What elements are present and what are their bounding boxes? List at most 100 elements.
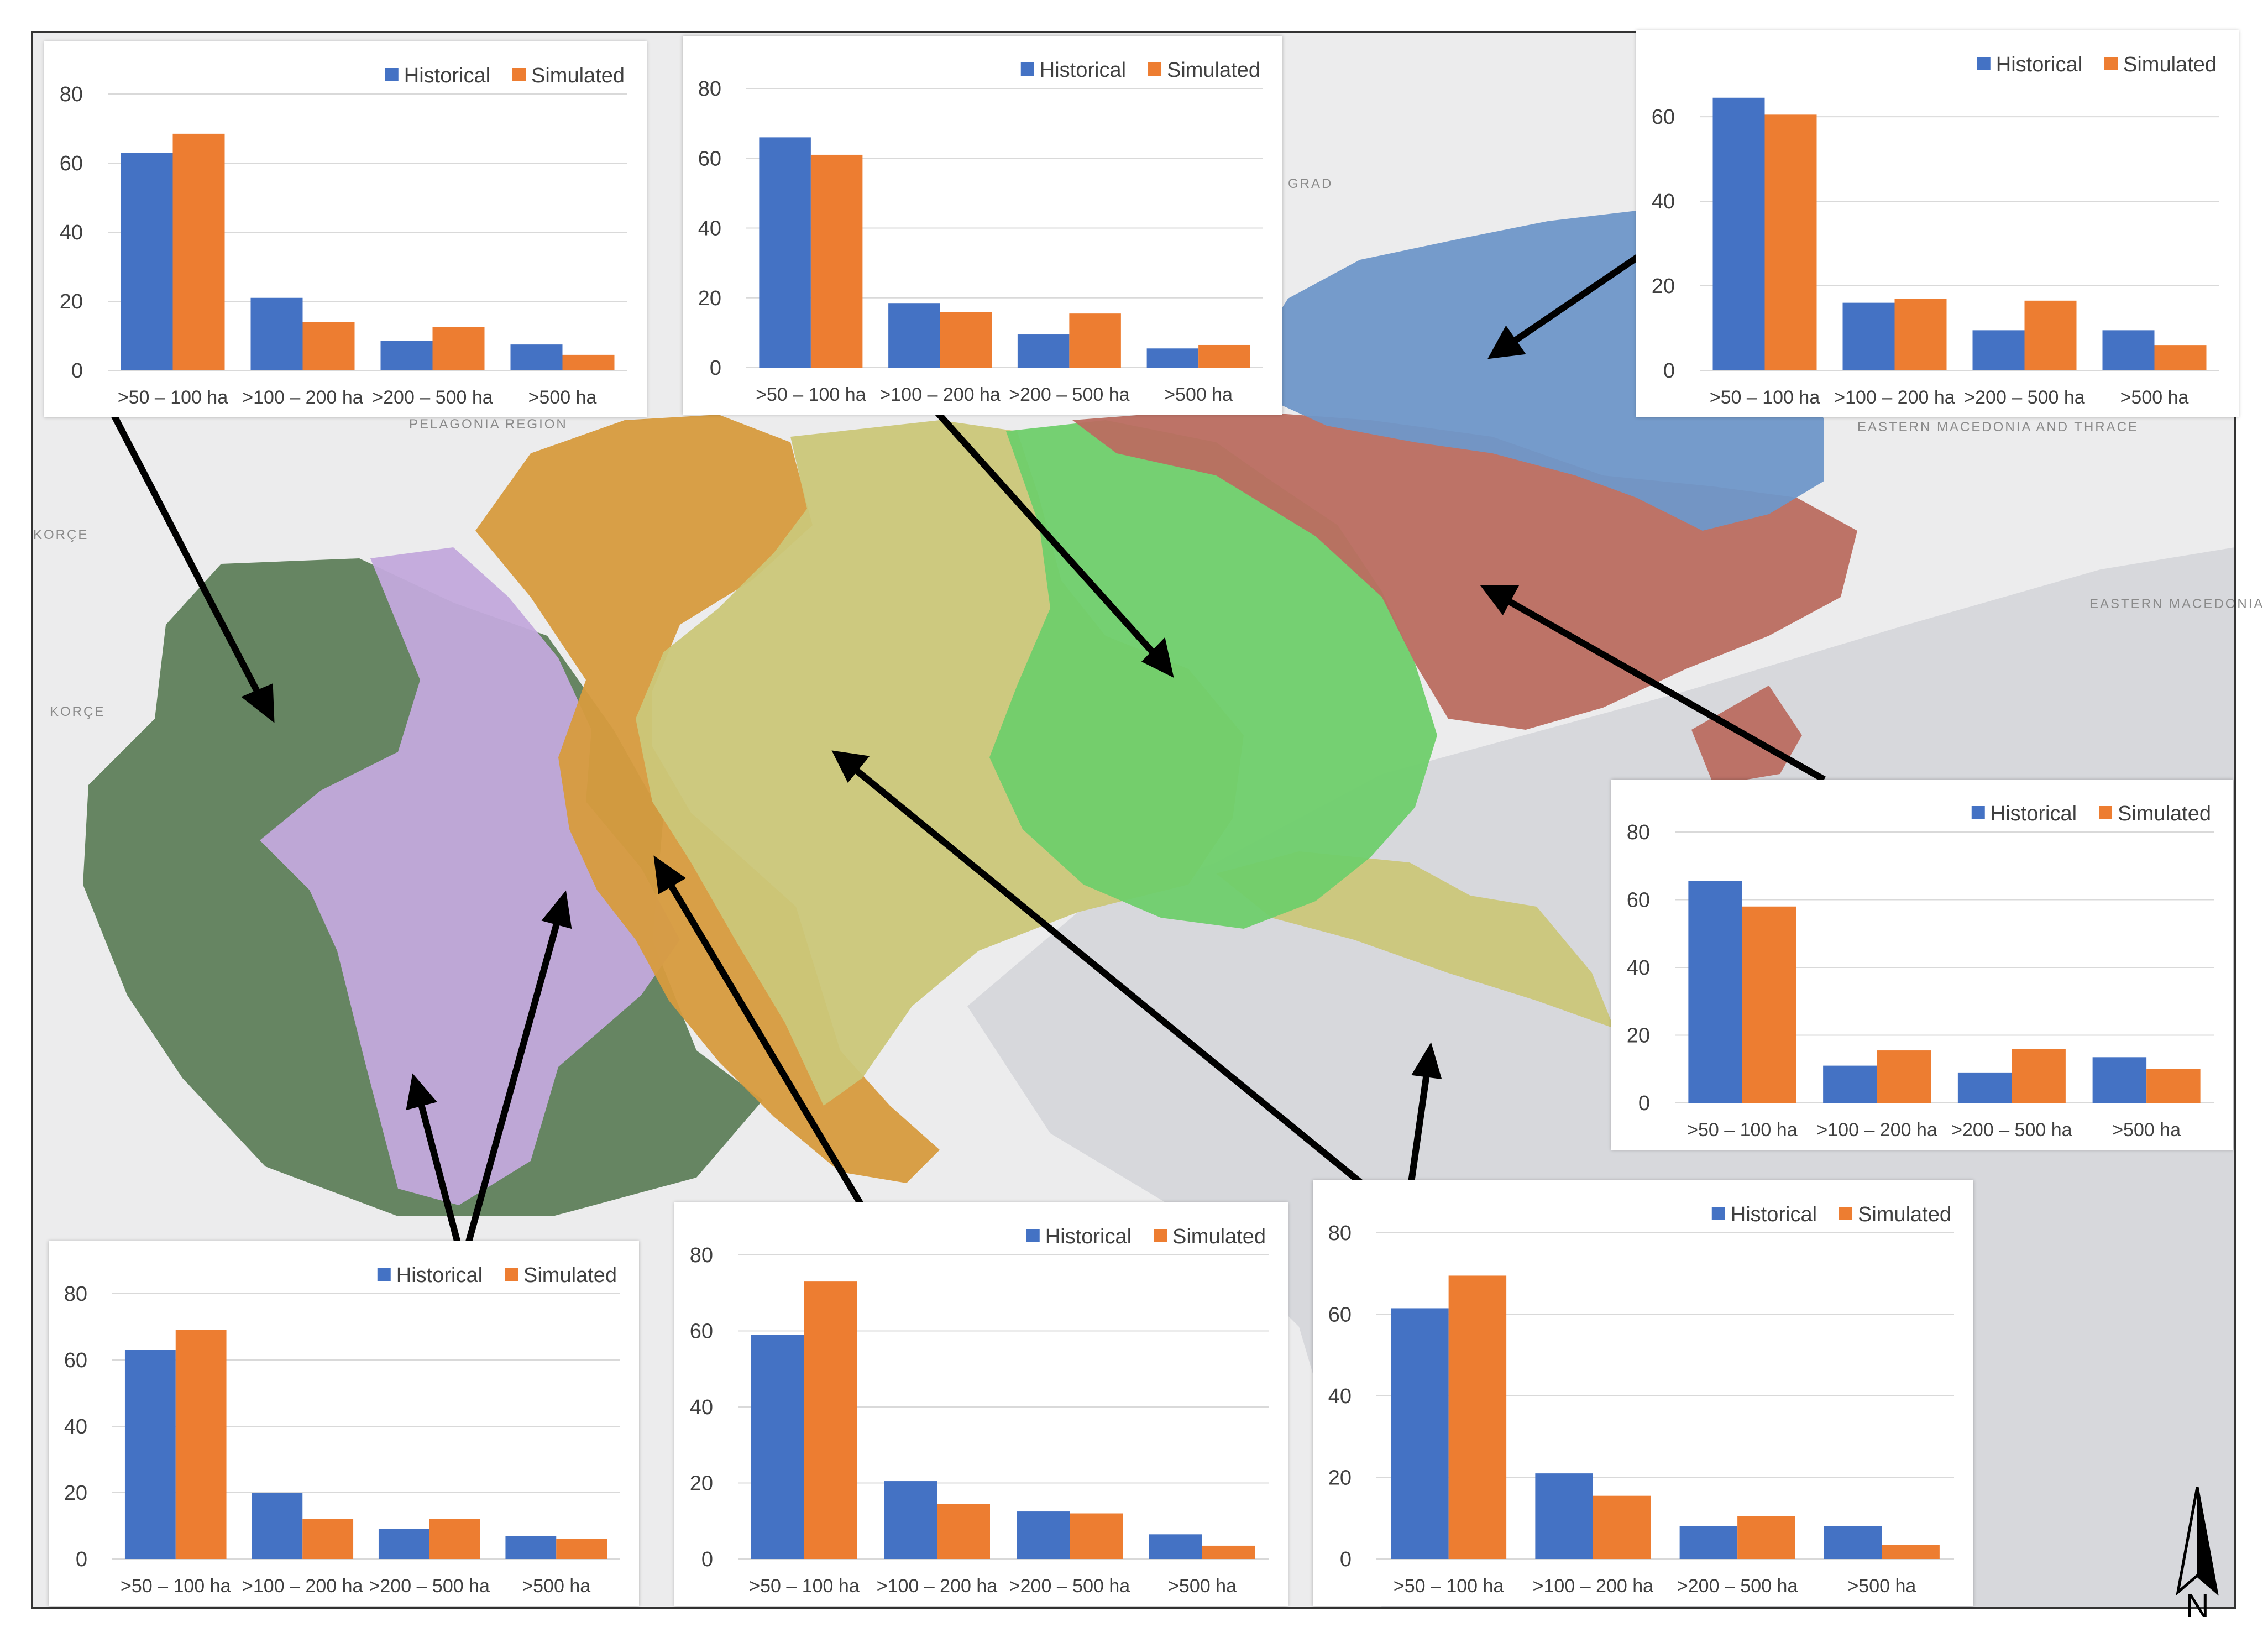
chart-panel-central-north: 0 20 40 60 80 >50 – 100 ha >100 – 200 ha >200 –… bbox=[683, 36, 1282, 415]
bar-historical bbox=[1824, 1526, 1882, 1559]
arrow-line bbox=[931, 406, 1158, 658]
y-tick-label: 40 bbox=[64, 1415, 87, 1438]
y-tick-label: 0 bbox=[71, 359, 83, 383]
x-tick-label: >50 – 100 ha bbox=[121, 1576, 231, 1597]
bar-historical bbox=[1017, 1511, 1070, 1559]
bar-historical bbox=[1972, 330, 2025, 370]
y-tick-label: 40 bbox=[1627, 956, 1650, 980]
chart-panel-southeast: 0 20 40 60 80 >50 – 100 ha >100 – 200 ha >200 –… bbox=[1313, 1180, 1973, 1606]
arrow-head bbox=[1480, 585, 1520, 616]
x-tick-label: >50 – 100 ha bbox=[1710, 387, 1820, 408]
bar-simulated bbox=[1894, 299, 1947, 370]
y-axis: 0 20 40 60 80 bbox=[64, 1283, 87, 1571]
x-tick-label: >100 – 200 ha bbox=[242, 387, 363, 408]
legend-swatch-historical bbox=[1711, 1207, 1725, 1220]
legend-label: Historical bbox=[1045, 1225, 1132, 1248]
bar-historical bbox=[2092, 1057, 2147, 1103]
y-tick-label: 0 bbox=[1638, 1092, 1650, 1115]
bar-historical bbox=[380, 341, 433, 370]
legend-label: Simulated bbox=[1167, 59, 1260, 82]
y-axis: 0 20 40 60 80 bbox=[1627, 821, 1650, 1115]
legend-swatch-simulated bbox=[1839, 1207, 1853, 1220]
legend-label: Historical bbox=[396, 1264, 483, 1287]
bar-simulated bbox=[175, 1330, 227, 1559]
arrow-line bbox=[461, 917, 562, 1259]
y-axis: 0 20 40 60 80 bbox=[60, 83, 83, 383]
x-tick-label: >50 – 100 ha bbox=[1394, 1576, 1504, 1597]
legend-swatch-simulated bbox=[1148, 62, 1162, 76]
bar-chart: 0 20 40 60 >50 – 100 ha >100 – 200 ha >200 – 5… bbox=[1652, 53, 2219, 408]
legend: Simulated Historical bbox=[377, 1264, 617, 1287]
legend: Simulated Historical bbox=[385, 64, 625, 87]
legend-swatch-simulated bbox=[512, 68, 526, 81]
x-axis: >50 – 100 ha >100 – 200 ha >200 – 500 ha >5… bbox=[1710, 387, 2189, 408]
legend-swatch-historical bbox=[377, 1268, 391, 1281]
x-tick-label: >50 – 100 ha bbox=[118, 387, 228, 408]
y-tick-label: 60 bbox=[60, 152, 83, 175]
bar-simulated bbox=[1198, 344, 1250, 368]
x-tick-label: >500 ha bbox=[2120, 387, 2189, 408]
y-tick-label: 20 bbox=[64, 1482, 87, 1505]
x-tick-label: >50 – 100 ha bbox=[749, 1576, 860, 1597]
legend-swatch-historical bbox=[1977, 57, 1991, 70]
y-tick-label: 40 bbox=[698, 217, 721, 240]
arrow-line bbox=[417, 1099, 465, 1259]
legend-label: Historical bbox=[404, 64, 490, 87]
y-tick-label: 80 bbox=[698, 77, 721, 101]
bar-historical bbox=[1823, 1065, 1877, 1103]
bar-historical bbox=[1535, 1473, 1593, 1559]
legend-label: Simulated bbox=[2118, 802, 2211, 825]
bar-chart: 0 20 40 60 80 >50 – 100 ha >100 – 200 ha >200 –… bbox=[698, 59, 1263, 405]
y-tick-label: 60 bbox=[1328, 1304, 1352, 1327]
x-tick-label: >50 – 100 ha bbox=[756, 384, 866, 405]
legend-label: Simulated bbox=[531, 64, 625, 87]
bar-simulated bbox=[1448, 1275, 1507, 1559]
north-label: N bbox=[2185, 1587, 2209, 1620]
y-tick-label: 20 bbox=[1652, 275, 1675, 298]
bar-historical bbox=[510, 344, 563, 370]
arrow-head bbox=[831, 750, 870, 783]
y-tick-label: 0 bbox=[710, 357, 721, 380]
bar-historical bbox=[759, 137, 811, 368]
bars bbox=[121, 133, 615, 370]
legend-swatch-historical bbox=[1026, 1229, 1040, 1242]
y-tick-label: 60 bbox=[64, 1349, 87, 1372]
zone-amber bbox=[475, 415, 940, 1183]
bars bbox=[1391, 1275, 1940, 1559]
bars bbox=[1712, 97, 2207, 370]
y-tick-label: 60 bbox=[690, 1320, 713, 1343]
bar-historical bbox=[751, 1335, 804, 1559]
legend-label: Historical bbox=[1040, 59, 1126, 82]
legend-swatch-historical bbox=[385, 68, 399, 81]
arrow-line bbox=[1505, 597, 1826, 783]
arrow-line bbox=[852, 766, 1401, 1216]
x-tick-label: >200 – 500 ha bbox=[1951, 1119, 2072, 1141]
legend: Simulated Historical bbox=[1026, 1225, 1266, 1248]
bar-historical bbox=[1149, 1534, 1202, 1559]
y-tick-label: 40 bbox=[1328, 1385, 1352, 1408]
legend: Simulated Historical bbox=[1977, 53, 2217, 76]
y-tick-label: 60 bbox=[698, 147, 721, 170]
bar-simulated bbox=[2024, 300, 2077, 370]
x-tick-label: >500 ha bbox=[528, 387, 597, 408]
legend: Simulated Historical bbox=[1020, 59, 1260, 82]
y-tick-label: 60 bbox=[1627, 889, 1650, 912]
y-tick-label: 40 bbox=[1652, 190, 1675, 213]
chart-panel-south: 0 20 40 60 80 >50 – 100 ha >100 – 200 ha >200 –… bbox=[674, 1202, 1288, 1606]
legend: Simulated Historical bbox=[1711, 1203, 1951, 1226]
map-label: PELAGONIA REGION bbox=[409, 417, 568, 432]
x-axis: >50 – 100 ha >100 – 200 ha >200 – 500 ha >5… bbox=[1394, 1576, 1916, 1597]
x-tick-label: >500 ha bbox=[522, 1576, 590, 1597]
map-label: GRAD bbox=[1288, 176, 1333, 191]
y-axis: 0 20 40 60 80 bbox=[690, 1244, 713, 1571]
bars bbox=[759, 137, 1250, 368]
legend-swatch-historical bbox=[1020, 62, 1034, 76]
x-tick-label: >200 – 500 ha bbox=[1009, 1576, 1130, 1597]
y-tick-label: 0 bbox=[1663, 359, 1675, 383]
chart-panel-southwest: 0 20 40 60 80 >50 – 100 ha >100 – 200 ha >200 –… bbox=[49, 1241, 639, 1606]
x-tick-label: >200 – 500 ha bbox=[369, 1576, 490, 1597]
bar-simulated bbox=[1202, 1545, 1255, 1559]
x-axis: >50 – 100 ha >100 – 200 ha >200 – 500 ha >5… bbox=[1687, 1119, 2181, 1141]
bar-simulated bbox=[2154, 345, 2207, 370]
